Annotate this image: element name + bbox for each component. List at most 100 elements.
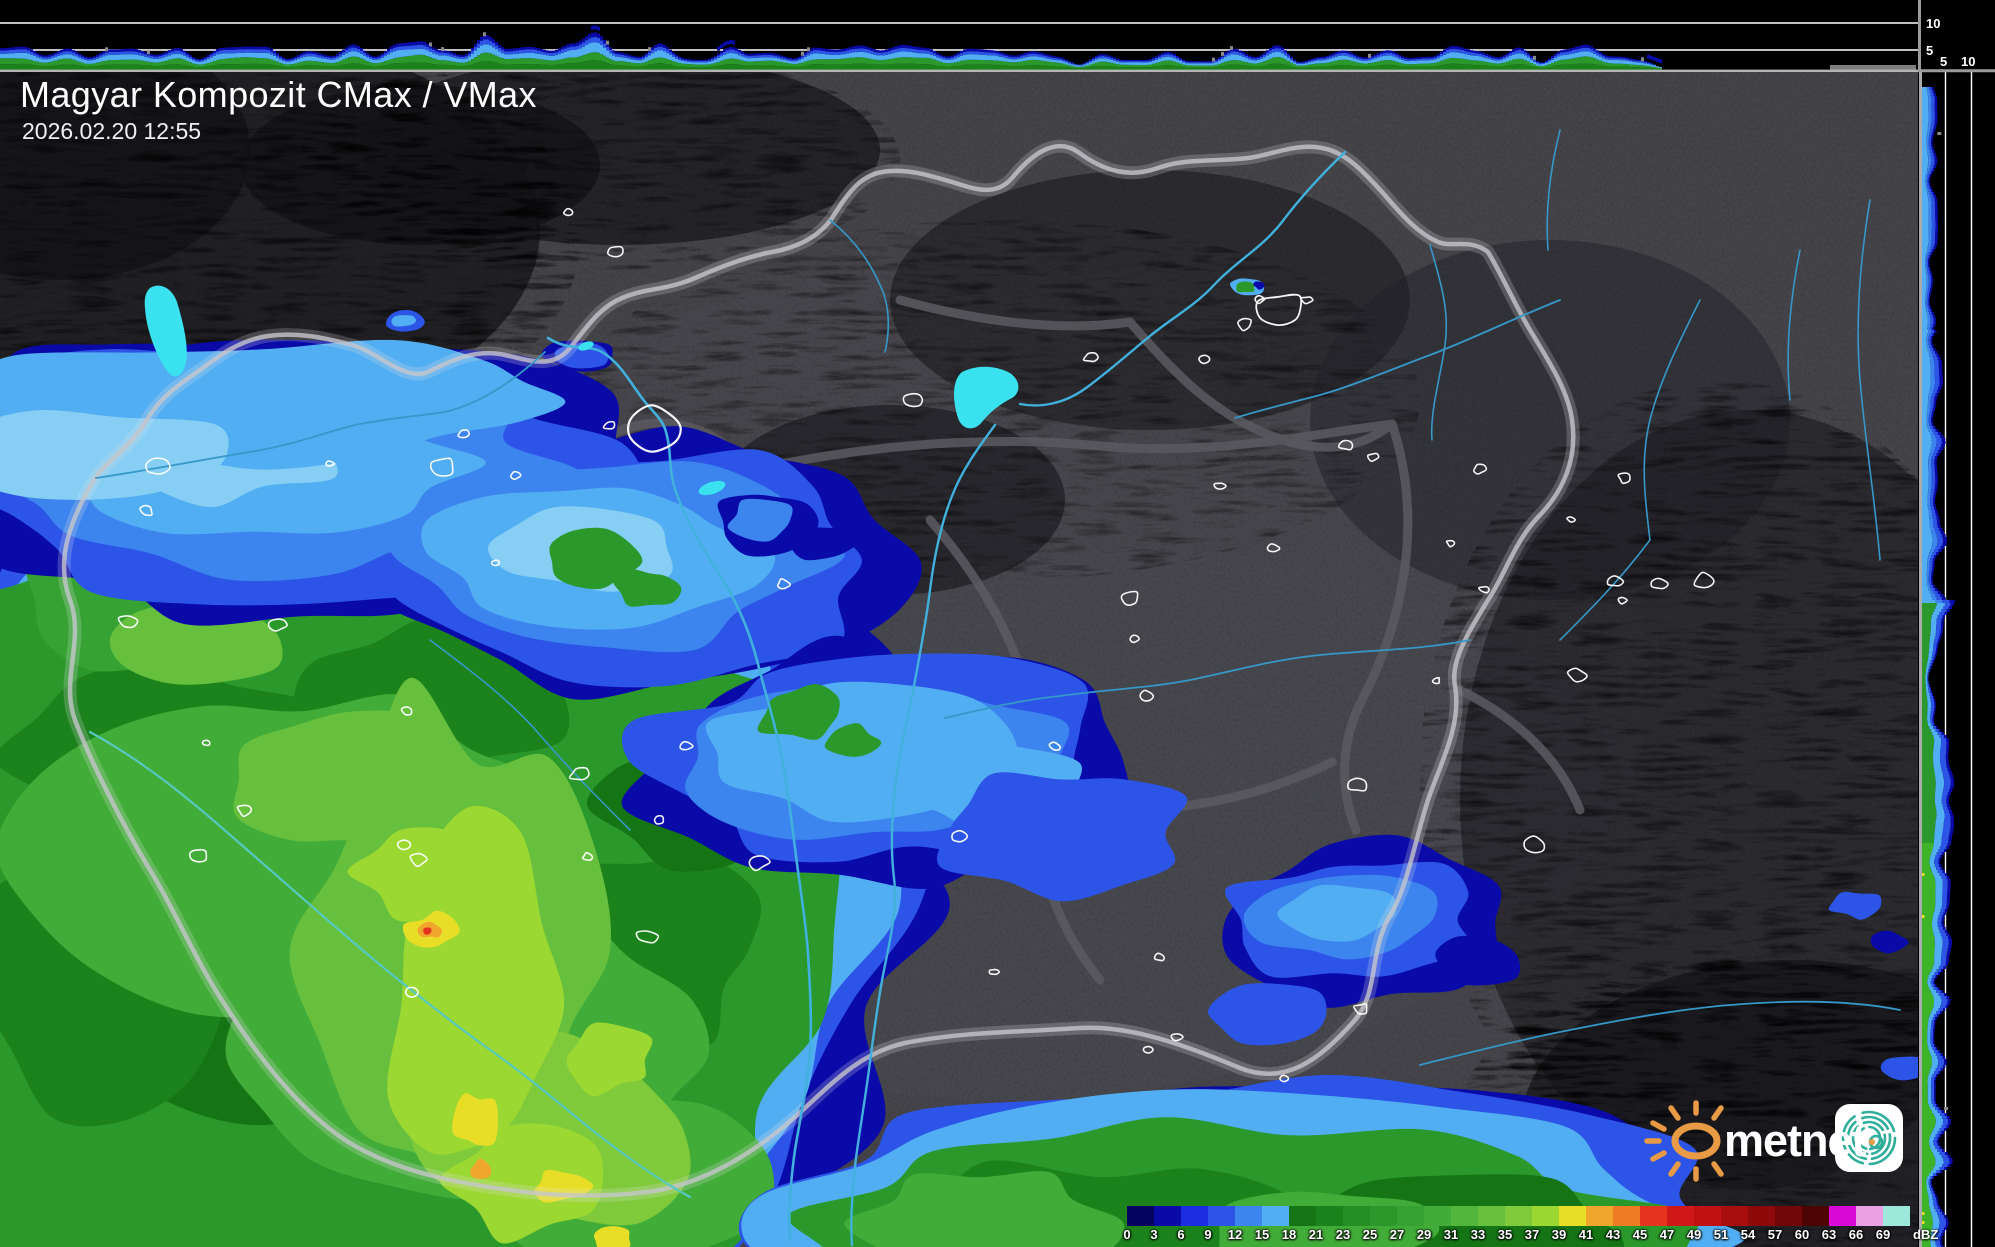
profile-bar (1119, 62, 1122, 65)
radar-echo-blob (1277, 884, 1397, 942)
profile-bar (765, 52, 768, 55)
profile-bar (1185, 63, 1188, 66)
profile-bar (1440, 65, 1443, 70)
profile-bar (237, 64, 240, 70)
profile-bar (1935, 897, 1943, 900)
profile-bar (168, 52, 171, 56)
profile-bar (1943, 1065, 1946, 1068)
profile-bar (1940, 531, 1945, 534)
profile-bar (1371, 62, 1374, 67)
profile-bar (309, 65, 312, 70)
profile-bar (1922, 891, 1936, 894)
profile-bar (222, 53, 225, 59)
profile-bar (1932, 927, 1939, 930)
profile-bar (624, 61, 627, 66)
profile-bar (1215, 60, 1218, 63)
profile-bar (834, 59, 837, 65)
profile-bar (1939, 381, 1944, 384)
profile-bar (1930, 492, 1934, 495)
profile-bar (1056, 56, 1059, 59)
profile-bar (240, 57, 243, 64)
profile-bar (1581, 63, 1584, 70)
profile-bar (1943, 822, 1951, 825)
profile-bar (1922, 678, 1926, 681)
profile-bar (1938, 636, 1941, 639)
profile-bar (447, 56, 450, 61)
profile-bar (471, 53, 474, 60)
profile-bar (1933, 153, 1936, 156)
profile-bar (1922, 696, 1928, 699)
profile-bar (1922, 1215, 1933, 1218)
profile-bar (114, 49, 117, 52)
profile-bar (1932, 393, 1936, 396)
profile-bar (1931, 570, 1934, 573)
profile-bar (1922, 228, 1929, 231)
profile-bar (855, 52, 858, 58)
profile-bar (1922, 687, 1926, 690)
profile-bar (1931, 198, 1935, 201)
profile-bar (489, 61, 492, 70)
profile-bar (219, 48, 222, 51)
profile-bar (402, 56, 405, 63)
profile-bar (129, 54, 132, 60)
profile-bar (741, 53, 744, 57)
profile-bar (1946, 744, 1950, 747)
profile-bar (1939, 612, 1945, 615)
profile-bar (1506, 57, 1509, 62)
profile-bar (1928, 141, 1931, 144)
profile-bar (306, 56, 309, 61)
profile-bar (105, 55, 108, 61)
profile-bar (1002, 53, 1005, 56)
profile-bar (939, 58, 942, 62)
profile-bar (375, 56, 378, 59)
profile-bar (18, 63, 21, 70)
profile-bar (1938, 993, 1945, 996)
profile-bar (741, 56, 744, 61)
profile-bar (492, 39, 495, 43)
profile-bar (234, 47, 237, 50)
profile-bar (1941, 840, 1949, 843)
profile-bar (1449, 63, 1452, 70)
profile-bar (1943, 789, 1950, 792)
profile-bar (1272, 52, 1275, 58)
profile-bar (1947, 999, 1951, 1002)
profile-bar (1930, 720, 1933, 723)
profile-bar (1922, 888, 1936, 891)
profile-bar (201, 64, 204, 67)
profile-bar (1044, 58, 1047, 62)
profile-bar (1934, 549, 1939, 552)
profile-bar (552, 52, 555, 56)
profile-bar (1602, 54, 1605, 57)
profile-bar (1930, 450, 1934, 453)
profile-bar (1047, 54, 1050, 57)
profile-bar (957, 61, 960, 66)
profile-bar (1931, 162, 1935, 165)
profile-bar (744, 61, 747, 66)
profile-bar (1922, 999, 1935, 1002)
profile-bar (1515, 47, 1518, 51)
profile-bar (1946, 801, 1950, 804)
profile-bar (651, 47, 654, 50)
profile-bar (1167, 56, 1170, 61)
river-drava (88, 730, 692, 1199)
profile-bar (261, 49, 264, 53)
profile-bar (162, 57, 165, 62)
profile-bar (1269, 50, 1272, 54)
profile-bar (471, 59, 474, 65)
profile-bar (327, 62, 330, 67)
profile-bar (90, 57, 93, 59)
profile-bar (174, 64, 177, 70)
profile-bar (1927, 714, 1931, 717)
profile-bar (1644, 62, 1647, 64)
profile-bar (1930, 126, 1934, 129)
profile-bar (123, 59, 126, 65)
profile-bar (1922, 783, 1936, 786)
profile-bar (456, 62, 459, 66)
profile-bar (651, 53, 654, 60)
profile-bar (270, 48, 273, 52)
profile-bar (462, 57, 465, 60)
profile-bar (1578, 63, 1581, 70)
profile-bar (1329, 56, 1332, 59)
profile-bar (612, 64, 615, 70)
profile-bar (930, 49, 933, 52)
